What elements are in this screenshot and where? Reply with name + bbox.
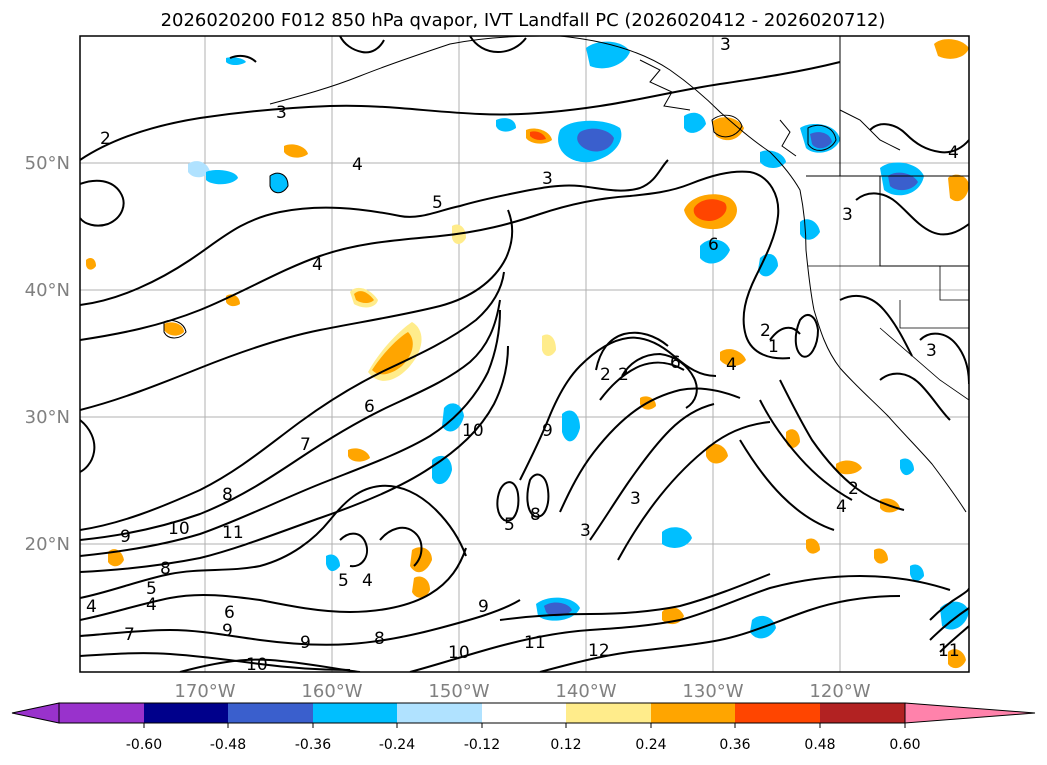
contour-label: 11 <box>524 633 546 653</box>
colorbar-tick-label: -0.24 <box>379 737 415 753</box>
contour-label: 10 <box>168 519 190 539</box>
contour-label: 2 <box>600 365 611 385</box>
contour-label: 9 <box>542 421 553 441</box>
qvapor-positive-fills <box>86 39 969 669</box>
colorbar-segment <box>651 703 735 723</box>
colorbar-ticks <box>143 723 906 728</box>
ivt-contours <box>80 36 969 672</box>
contour-label: 4 <box>948 143 959 163</box>
contour-label: 7 <box>124 625 135 645</box>
contour-label: 5 <box>338 571 349 591</box>
colorbar-segment <box>566 703 651 723</box>
contour-label: 1 <box>768 337 779 357</box>
state-borders <box>808 265 969 401</box>
colorbar-tick-label: -0.48 <box>210 737 246 753</box>
colorbar-segment <box>313 703 397 723</box>
contour-label: 5 <box>504 515 515 535</box>
contour-label: 5 <box>146 579 157 599</box>
colorbar-tick-label: -0.60 <box>126 737 162 753</box>
colorbar-segment <box>397 703 482 723</box>
contour-label: 4 <box>312 255 323 275</box>
colorbar-tick-label: -0.36 <box>295 737 331 753</box>
contour-label: 3 <box>630 489 641 509</box>
contour-label: 4 <box>146 595 157 615</box>
colorbar-extend-left <box>11 702 60 724</box>
contour-label: 3 <box>542 169 553 189</box>
colorbar-segment <box>482 703 566 723</box>
latitude-labels: 50°N 40°N 30°N 20°N <box>25 153 70 555</box>
contour-label: 3 <box>842 205 853 225</box>
lon-label: 150°W <box>428 681 489 702</box>
contour-label: 4 <box>726 355 737 375</box>
contour-label: 12 <box>588 641 610 661</box>
contour-label: 6 <box>364 397 375 417</box>
coastlines <box>269 36 969 513</box>
figure-title: 2026020200 F012 850 hPa qvapor, IVT Land… <box>161 10 886 31</box>
contour-label: 5 <box>432 193 443 213</box>
lat-label: 20°N <box>25 534 70 555</box>
contour-label: 8 <box>222 485 233 505</box>
contour-label: 6 <box>670 353 681 373</box>
contour-label: 6 <box>224 603 235 623</box>
contour-label: 11 <box>222 523 244 543</box>
contour-label: 2 <box>100 129 111 149</box>
contour-label: 9 <box>120 527 131 547</box>
lon-label: 120°W <box>809 681 870 702</box>
contour-label: 9 <box>222 621 233 641</box>
contour-label: 3 <box>276 103 287 123</box>
lat-label: 40°N <box>25 280 70 301</box>
colorbar-segment <box>735 703 820 723</box>
contour-label: 8 <box>160 559 171 579</box>
contour-label: 3 <box>720 35 731 55</box>
colorbar-segment <box>59 703 144 723</box>
contour-label: 8 <box>530 505 541 525</box>
colorbar-tick-label: 0.48 <box>804 737 835 753</box>
colorbar: -0.60 -0.48 -0.36 -0.24 -0.12 0.12 0.24 … <box>11 702 1036 753</box>
contour-label: 9 <box>300 633 311 653</box>
colorbar-tick-label: -0.12 <box>464 737 500 753</box>
contour-label: 10 <box>462 421 484 441</box>
lat-label: 50°N <box>25 153 70 174</box>
contour-label: 8 <box>374 629 385 649</box>
contour-label: 10 <box>448 643 470 663</box>
contour-label: 3 <box>580 521 591 541</box>
colorbar-extend-right <box>904 702 1036 724</box>
contour-label: 2 <box>760 321 771 341</box>
lon-label: 160°W <box>301 681 362 702</box>
contour-label: 2 <box>848 479 859 499</box>
colorbar-tick-label: 0.12 <box>550 737 581 753</box>
lon-label: 140°W <box>555 681 616 702</box>
colorbar-tick-label: 0.36 <box>719 737 750 753</box>
qvapor-negative-fills <box>188 41 969 639</box>
contour-label: 6 <box>708 235 719 255</box>
colorbar-segment <box>228 703 313 723</box>
contour-label: 4 <box>362 571 373 591</box>
contour-labels: 2 3 4 4 5 3 6 6 4 1 2 2 6 7 8 9 10 9 11 … <box>86 35 960 675</box>
lon-label: 130°W <box>682 681 743 702</box>
contour-label: 11 <box>938 641 960 661</box>
lon-label: 170°W <box>174 681 235 702</box>
contour-label: 4 <box>352 155 363 175</box>
lat-label: 30°N <box>25 407 70 428</box>
ivt-contours-thin <box>163 114 837 339</box>
contour-label: 4 <box>836 497 847 517</box>
longitude-labels: 170°W 160°W 150°W 140°W 130°W 120°W <box>174 681 870 702</box>
map-panel: 2 3 4 4 5 3 6 6 4 1 2 2 6 7 8 9 10 9 11 … <box>79 35 970 675</box>
contour-label: 2 <box>618 365 629 385</box>
contour-label: 3 <box>926 341 937 361</box>
colorbar-segment <box>820 703 905 723</box>
contour-label: 9 <box>478 597 489 617</box>
colorbar-segment <box>144 703 228 723</box>
contour-label: 4 <box>86 597 97 617</box>
colorbar-tick-label: 0.60 <box>889 737 920 753</box>
map-frame <box>79 35 970 673</box>
colorbar-tick-label: 0.24 <box>635 737 666 753</box>
contour-label: 7 <box>300 435 311 455</box>
contour-label: 10 <box>246 655 268 675</box>
